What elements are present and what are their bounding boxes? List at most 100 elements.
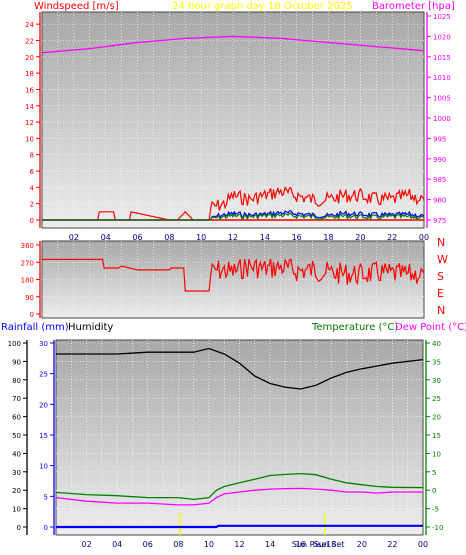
windspeed-axis-tick-label: 0 [30,217,34,225]
temperature-axis-tick-label: 30 [432,377,441,385]
windspeed-axis-tick-label: 14 [25,103,34,111]
compass-w: W [437,253,448,266]
barometer-axis-tick-label: 1020 [433,33,451,41]
direction-axis-tick-label: 360 [21,242,34,250]
climate-x-tick-label: 02 [81,540,91,549]
humidity-axis-tick-label: 20 [12,487,21,495]
wind-x-tick-label: 10 [196,233,206,242]
dewpoint-axis-title: Dew Point (°C) [395,322,466,333]
humidity-axis-tick-label: 100 [8,340,21,348]
temperature-axis-title: Temperature (°C) [311,322,398,333]
wind-x-tick-label: 18 [323,233,333,242]
temperature-axis-tick-label: 40 [432,340,441,348]
windspeed-axis-tick-label: 16 [25,86,34,94]
windspeed-axis-tick-label: 4 [30,184,35,192]
compass-e: E [437,287,444,300]
rainfall-axis-tick-label: 20 [39,401,48,409]
barometer-axis-title: Barometer [hpa] [372,1,455,12]
climate-x-tick-label: 16 [296,540,306,549]
humidity-series [56,347,424,390]
humidity-axis-title: Humidity [68,322,113,333]
humidity-axis-tick-label: 40 [12,450,21,458]
direction-axis-tick-label: 90 [25,294,34,302]
rainfall-axis-tick-label: 5 [44,493,48,501]
wind-x-tick-label: 12 [228,233,238,242]
humidity-axis-tick-label: 70 [12,395,21,403]
climate-x-tick-label: 08 [173,540,183,549]
rainfall-axis-tick-label: 10 [39,463,48,471]
rainfall-axis-tick-label: 0 [44,524,48,532]
rainfall-axis-tick-label: 30 [39,340,48,348]
dew-point-series [55,487,423,506]
wind-x-tick-label: 00 [419,233,429,242]
climate-x-tick-label: 14 [265,540,275,549]
windspeed-axis-tick-label: 18 [25,70,34,78]
climate-x-tick-label: 20 [357,540,367,549]
temperature-axis-tick-label: 10 [432,450,441,458]
humidity-axis-tick-label: 50 [12,432,21,440]
barometer-axis-tick-label: 990 [433,156,446,164]
humidity-axis-tick-label: 60 [12,414,21,422]
humidity-axis-tick-label: 30 [12,469,21,477]
humidity-axis-tick-label: 80 [12,377,21,385]
wind-x-tick-label: 22 [387,233,397,242]
climate-x-tick-label: 04 [112,540,122,549]
compass-n-bottom: N [437,304,445,317]
humidity-temperature-panel: 0102030405060708090100051015202530-10-50… [8,339,443,549]
barometer-axis-tick-label: 985 [433,176,446,184]
windspeed-axis-tick-label: 22 [25,37,34,45]
temperature-axis-tick-label: -5 [432,506,439,514]
temperature-axis-tick-label: -10 [432,524,443,532]
wind-x-tick-label: 16 [292,233,302,242]
sunrise-label: Sun Rise [292,540,327,549]
compass-s: S [437,270,444,283]
barometer-axis-tick-label: 1005 [433,95,451,103]
wind-x-tick-label: 20 [355,233,365,242]
graph-title: 24 hour graph day 18 October 2025 [172,1,353,12]
temperature-axis-tick-label: 35 [432,358,441,366]
wind-x-tick-label: 14 [260,233,270,242]
climate-x-tick-label: 22 [387,540,397,549]
wind-x-tick-label: 06 [132,233,142,242]
barometer-axis-tick-label: 980 [433,197,446,205]
wind-gust-series [42,186,425,221]
temperature-axis-tick-label: 0 [432,487,436,495]
climate-x-tick-label: 18 [326,540,336,549]
temperature-series [55,472,424,501]
rainfall-axis-tick-label: 15 [39,432,48,440]
rainfall-axis-title: Rainfall (mm) [1,322,69,333]
temperature-axis-tick-label: 5 [432,469,436,477]
barometer-series [41,35,425,54]
barometer-axis-tick-label: 975 [433,217,446,225]
windspeed-axis-tick-label: 24 [25,21,34,29]
climate-x-tick-label: 10 [204,540,214,549]
direction-axis-tick-label: 270 [21,259,34,267]
compass-n-top: N [437,236,445,249]
windspeed-axis-tick-label: 10 [25,135,34,143]
temperature-axis-tick-label: 20 [432,414,441,422]
direction-axis-tick-label: 0 [30,311,34,319]
windspeed-axis-tick-label: 8 [30,152,34,160]
rainfall-series [56,524,423,529]
wind-low-series [42,212,425,221]
barometer-axis-tick-label: 1025 [433,13,451,21]
temperature-axis-tick-label: 25 [432,395,441,403]
windspeed-axis-tick-label: 6 [30,168,35,176]
windspeed-axis-tick-label: 12 [25,119,34,127]
rainfall-axis-tick-label: 25 [39,371,48,379]
wind-barometer-panel: 0246810121416182022249759809859909951000… [25,11,451,242]
barometer-axis-tick-label: 1015 [433,54,451,62]
humidity-axis-tick-label: 10 [12,506,21,514]
temperature-axis-tick-label: 15 [432,432,441,440]
barometer-axis-tick-label: 1010 [433,74,451,82]
climate-x-tick-label: 00 [418,540,428,549]
wind-direction-panel: 0 90 180 270 360 [21,240,425,319]
windspeed-axis-tick-label: 20 [25,54,34,62]
wind-x-tick-label: 04 [101,233,111,242]
wind-x-tick-label: 08 [164,233,174,242]
direction-axis-tick-label: 180 [21,277,34,285]
wind-direction-series [42,258,425,292]
wind-x-tick-label: 02 [69,233,79,242]
humidity-axis-tick-label: 0 [17,524,21,532]
